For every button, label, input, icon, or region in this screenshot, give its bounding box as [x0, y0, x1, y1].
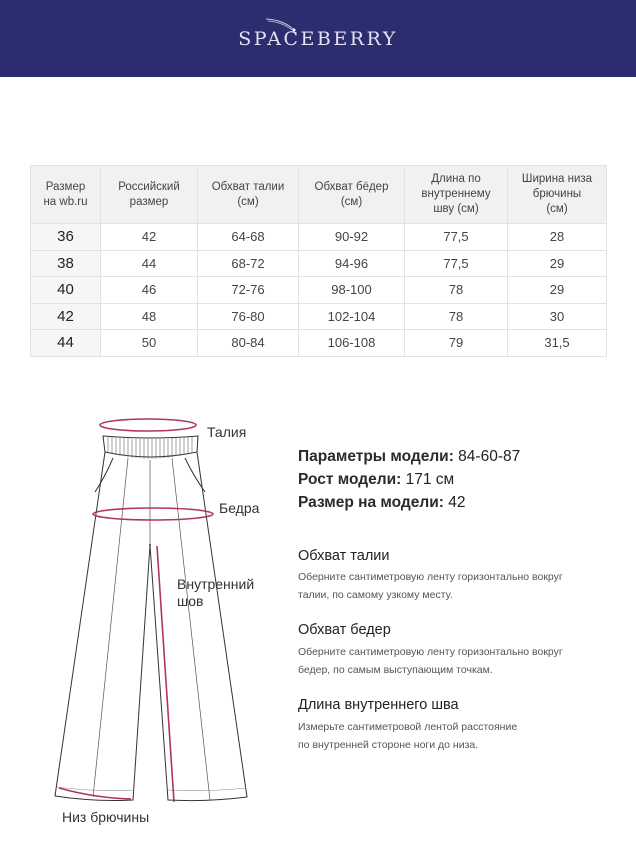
col-header-hips: Обхват бёдер (см): [298, 165, 405, 224]
instruction-text-hips: Оберните сантиметровую ленту горизонталь…: [298, 646, 563, 676]
table-cell: 94-96: [298, 249, 405, 277]
table-cell: 98-100: [298, 276, 405, 304]
table-cell: 38: [30, 249, 101, 277]
table-cell: 50: [100, 329, 198, 357]
hips-measure: [92, 507, 214, 521]
table-cell: 64-68: [197, 223, 299, 251]
table-cell: 106-108: [298, 329, 405, 357]
col-header-waist: Обхват талии (см): [197, 165, 299, 224]
table-cell: 76-80: [197, 302, 299, 330]
hem-measure: [58, 787, 132, 800]
col-header-wb-size: Размер на wb.ru: [30, 165, 101, 224]
table-cell: 44: [30, 329, 101, 357]
table-cell: 90-92: [298, 223, 405, 251]
table-header-row: Размер на wb.ru Российский размер Обхват т…: [30, 165, 607, 224]
table-cell: 40: [30, 276, 101, 304]
label-hips: Бедра: [219, 500, 260, 516]
label-hem: Низ брючины: [62, 809, 150, 825]
table-cell: 77,5: [404, 249, 508, 277]
model-params: Параметры модели: 84-60-87: [298, 448, 521, 465]
header-banner: SPACEBERRY: [0, 0, 636, 77]
shooting-star-icon: [265, 18, 296, 32]
table-cell: 102-104: [298, 302, 405, 330]
instruction-title-inseam: Длина внутреннего шва: [298, 697, 459, 713]
table-row: 44 50 80-84 106-108 79 31,5: [30, 329, 607, 357]
instruction-title-hips: Обхват бедер: [298, 622, 391, 638]
label-waist: Талия: [207, 424, 247, 440]
size-table: Размер на wb.ru Российский размер Обхват т…: [30, 165, 607, 357]
table-cell: 29: [507, 249, 607, 277]
waist-measure: [99, 418, 197, 432]
model-size: Размер на модели: 42: [298, 494, 466, 511]
table-cell: 68-72: [197, 249, 299, 277]
table-cell: 42: [30, 302, 101, 330]
table-cell: 79: [404, 329, 508, 357]
label-inseam: Внутренний шов: [177, 576, 255, 609]
pants-diagram: [54, 418, 248, 803]
instruction-title-waist: Обхват талии: [298, 548, 390, 564]
table-cell: 42: [100, 223, 198, 251]
instruction-text-waist: Оберните сантиметровую ленту горизонталь…: [298, 571, 563, 601]
model-height: Рост модели: 171 см: [298, 471, 455, 488]
col-header-ru-size: Российский размер: [100, 165, 198, 224]
table-cell: 77,5: [404, 223, 508, 251]
table-cell: 28: [507, 223, 607, 251]
brand-logo: SPACEBERRY: [238, 28, 398, 50]
table-cell: 80-84: [197, 329, 299, 357]
table-cell: 31,5: [507, 329, 607, 357]
table-cell: 36: [30, 223, 101, 251]
table-cell: 30: [507, 302, 607, 330]
table-cell: 44: [100, 249, 198, 277]
table-cell: 29: [507, 276, 607, 304]
table-cell: 78: [404, 276, 508, 304]
col-header-inseam: Длина по внутреннему шву (см): [404, 165, 508, 224]
table-row: 36 42 64-68 90-92 77,5 28: [30, 223, 607, 251]
table-cell: 78: [404, 302, 508, 330]
instruction-text-inseam: Измерьте сантиметровой лентой расстояние…: [298, 721, 518, 751]
inseam-measure: [156, 545, 175, 803]
col-header-hem-width: Ширина низа брючины (см): [507, 165, 607, 224]
